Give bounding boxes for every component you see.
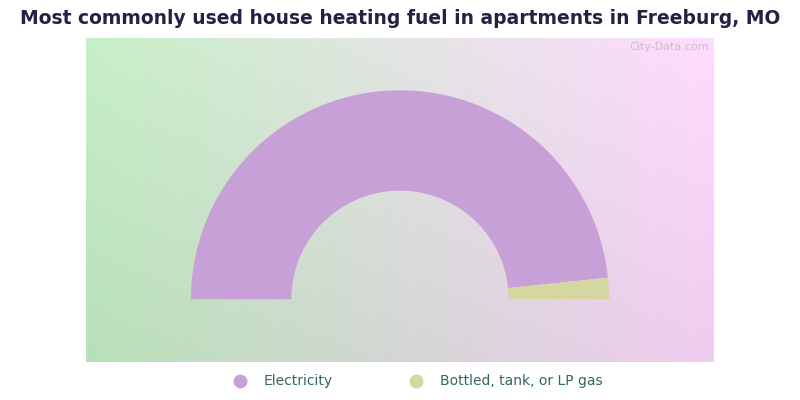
Text: Most commonly used house heating fuel in apartments in Freeburg, MO: Most commonly used house heating fuel in… xyxy=(20,10,780,28)
Text: Electricity: Electricity xyxy=(264,374,333,388)
Wedge shape xyxy=(508,278,609,299)
Text: Bottled, tank, or LP gas: Bottled, tank, or LP gas xyxy=(440,374,602,388)
Text: City-Data.com: City-Data.com xyxy=(630,42,710,52)
Wedge shape xyxy=(191,90,608,299)
